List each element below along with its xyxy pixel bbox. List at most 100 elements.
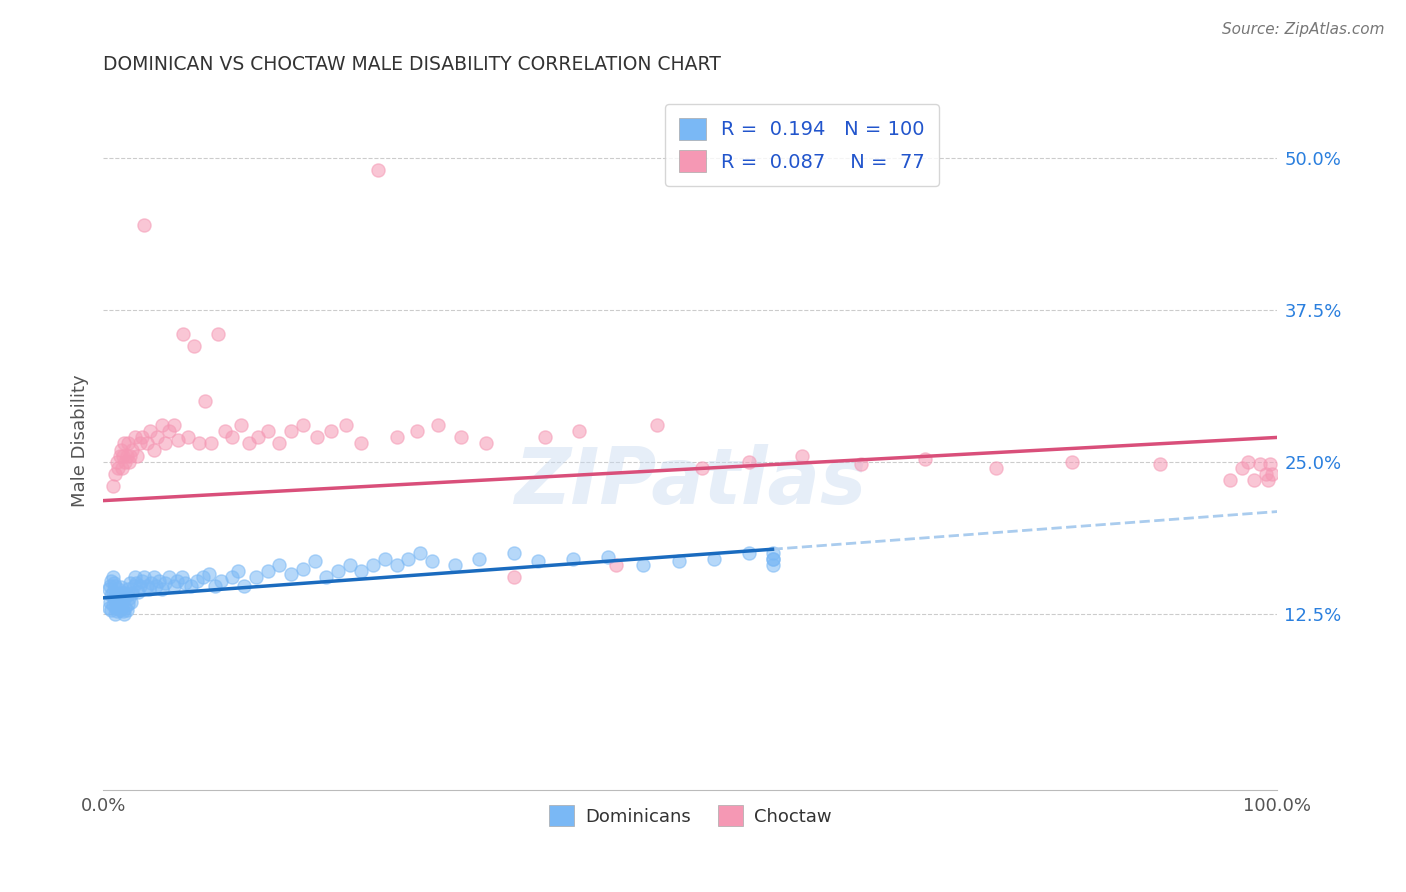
Point [112,590,135,604]
Point [568,425,591,439]
Point [118,455,141,469]
Point [110,442,132,457]
Point [98,594,121,608]
Point [121,586,143,600]
Point [112,449,135,463]
Point [703,552,725,566]
Point [98,579,121,593]
Point [114,600,136,615]
Point [256,425,278,439]
Y-axis label: Male Disability: Male Disability [72,374,89,507]
Point [105,590,128,604]
Text: Source: ZipAtlas.com: Source: ZipAtlas.com [1222,22,1385,37]
Point [98,600,121,615]
Point [561,552,583,566]
Point [121,442,143,457]
Point [229,418,252,433]
Point [647,418,669,433]
Point [207,327,229,342]
Point [761,546,783,560]
Point [503,546,526,560]
Point [100,589,122,603]
Point [385,430,408,444]
Point [142,570,165,584]
Point [374,552,396,566]
Point [105,455,128,469]
Point [209,574,232,588]
Point [139,425,162,439]
Point [690,460,713,475]
Point [1249,457,1271,471]
Point [385,558,408,572]
Point [104,593,127,607]
Point [135,436,157,450]
Point [668,554,690,568]
Point [105,600,128,615]
Point [214,425,236,439]
Point [117,436,139,450]
Point [361,558,384,572]
Point [339,558,361,572]
Point [176,430,198,444]
Point [108,589,131,603]
Point [183,339,205,353]
Point [167,433,190,447]
Point [198,566,221,581]
Point [125,576,148,591]
Point [319,425,342,439]
Point [405,425,427,439]
Point [120,449,142,463]
Point [174,576,197,591]
Point [238,436,260,450]
Point [104,579,127,593]
Point [104,467,127,481]
Point [115,449,138,463]
Point [409,546,432,560]
Point [100,574,122,588]
Point [315,570,337,584]
Point [155,436,177,450]
Point [115,589,138,603]
Point [162,418,184,433]
Point [141,576,163,591]
Point [134,570,156,584]
Point [120,576,142,591]
Point [105,604,128,618]
Point [350,436,373,450]
Point [146,430,169,444]
Point [1149,457,1171,471]
Point [108,603,131,617]
Point [191,570,214,584]
Point [112,592,135,607]
Point [761,552,783,566]
Point [110,594,132,608]
Point [115,603,138,617]
Point [131,574,153,588]
Point [110,580,132,594]
Point [114,455,136,469]
Point [101,570,124,584]
Point [450,430,472,444]
Point [157,425,180,439]
Point [280,425,302,439]
Point [107,597,129,611]
Point [150,582,173,597]
Point [398,552,420,566]
Point [155,576,177,591]
Point [335,418,357,433]
Point [166,574,188,588]
Text: DOMINICAN VS CHOCTAW MALE DISABILITY CORRELATION CHART: DOMINICAN VS CHOCTAW MALE DISABILITY COR… [103,55,721,74]
Point [128,436,150,450]
Point [1237,455,1260,469]
Point [180,579,202,593]
Point [420,554,443,568]
Point [117,597,139,611]
Point [188,436,211,450]
Point [598,549,620,564]
Point [111,460,134,475]
Point [475,436,498,450]
Point [157,570,180,584]
Point [138,582,160,597]
Point [101,584,124,599]
Point [291,562,314,576]
